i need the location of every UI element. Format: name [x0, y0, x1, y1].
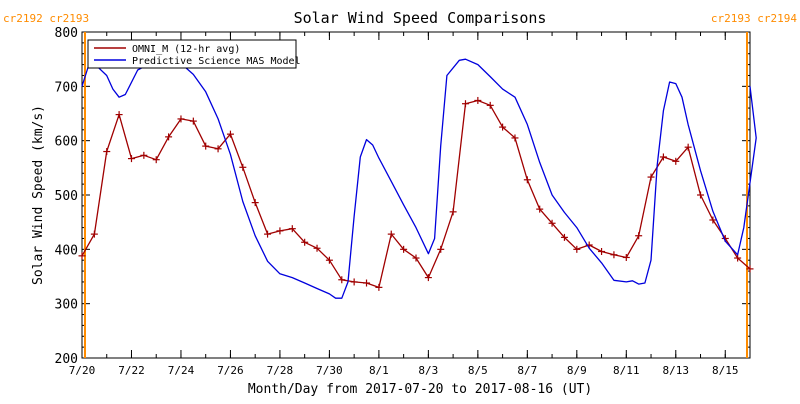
- omni-series-point: [449, 208, 457, 216]
- omni-series-point: [313, 244, 321, 252]
- omni-series-point: [276, 227, 284, 235]
- x-tick-label: 7/28: [267, 364, 294, 377]
- omni-series-point: [400, 245, 408, 253]
- rotation-marker-label: cr2192 cr2193: [3, 12, 89, 25]
- omni-series-point: [177, 115, 185, 123]
- mas-model-series-line: [81, 58, 757, 299]
- legend-label: Predictive Science MAS Model: [132, 56, 301, 67]
- omni-series-point: [325, 256, 333, 264]
- y-tick-label: 700: [55, 80, 78, 95]
- omni-series-point: [709, 216, 717, 224]
- omni-series-point: [226, 130, 234, 138]
- omni-series-point: [90, 230, 98, 238]
- omni-series-point: [103, 148, 111, 156]
- omni-series-point: [746, 265, 754, 273]
- chart-title: Solar Wind Speed Comparisons: [294, 9, 547, 27]
- x-tick-label: 7/30: [316, 364, 343, 377]
- omni-series-point: [647, 173, 655, 181]
- omni-series-point: [659, 153, 667, 161]
- omni-series-point: [152, 156, 160, 164]
- omni-series-point: [461, 100, 469, 108]
- omni-series-point: [350, 278, 358, 286]
- x-tick-label: 7/24: [168, 364, 195, 377]
- y-tick-label: 400: [55, 243, 78, 258]
- x-tick-label: 8/7: [517, 364, 537, 377]
- x-tick-label: 8/9: [567, 364, 587, 377]
- omni-series-point: [573, 245, 581, 253]
- omni-series-point: [511, 134, 519, 142]
- omni-series-point: [697, 191, 705, 199]
- omni-series-point: [214, 145, 222, 153]
- legend-label: OMNI_M (12-hr avg): [132, 44, 240, 55]
- y-tick-label: 300: [55, 298, 78, 313]
- x-tick-label: 7/26: [217, 364, 244, 377]
- omni-series-point: [412, 254, 420, 262]
- omni-series-point: [301, 238, 309, 246]
- omni-series-point: [375, 283, 383, 291]
- omni-series-point: [536, 205, 544, 213]
- omni-series-point: [734, 254, 742, 262]
- omni-series-point: [189, 117, 197, 125]
- omni-series-point: [288, 225, 296, 233]
- x-tick-label: 7/20: [69, 364, 96, 377]
- omni-series-point: [165, 133, 173, 141]
- omni-series-point: [239, 163, 247, 171]
- x-tick-label: 8/13: [663, 364, 690, 377]
- omni-series-point: [437, 245, 445, 253]
- omni-series-point: [598, 248, 606, 256]
- omni-series-point: [115, 111, 123, 119]
- x-tick-label: 8/11: [613, 364, 640, 377]
- omni-series-point: [610, 251, 618, 259]
- rotation-marker-label: cr2193 cr2194: [711, 12, 797, 25]
- x-axis-label: Month/Day from 2017-07-20 to 2017-08-16 …: [248, 382, 592, 397]
- omni-series-point: [523, 176, 531, 184]
- legend-box: [87, 39, 297, 69]
- omni-series-point: [684, 143, 692, 151]
- omni-series-point: [202, 142, 210, 150]
- omni-series-point: [486, 101, 494, 109]
- omni-series-point: [140, 151, 148, 159]
- omni-series-point: [474, 96, 482, 104]
- omni-series-point: [672, 157, 680, 165]
- omni-series-point: [387, 230, 395, 238]
- y-tick-label: 500: [55, 189, 78, 204]
- omni-series-point: [548, 219, 556, 227]
- omni-series-point: [251, 199, 259, 207]
- y-tick-label: 200: [55, 352, 78, 367]
- y-tick-label: 600: [55, 135, 78, 150]
- x-tick-label: 8/3: [418, 364, 438, 377]
- x-tick-label: 7/22: [118, 364, 145, 377]
- omni-series-point: [264, 230, 272, 238]
- x-tick-label: 8/15: [712, 364, 739, 377]
- omni-series-point: [622, 253, 630, 261]
- x-tick-label: 8/1: [369, 364, 389, 377]
- omni-series-point: [127, 155, 135, 163]
- omni-series-point: [424, 274, 432, 282]
- omni-series-point: [363, 279, 371, 287]
- plot-area: 200 300 400 500 600 700 800 7/20 7/22 7/24 7/26 7/2…: [3, 12, 797, 377]
- omni-series-point: [338, 276, 346, 284]
- y-axis-label: Solar Wind Speed (km/s): [31, 105, 46, 285]
- omni-series-point: [499, 123, 507, 131]
- y-tick-label: 800: [55, 26, 78, 41]
- omni-series-point: [78, 252, 86, 260]
- omni-series-point: [635, 232, 643, 240]
- legend: OMNI_M (12-hr avg)Predictive Science MAS…: [87, 39, 301, 69]
- x-tick-label: 8/5: [468, 364, 488, 377]
- omni-series-point: [560, 233, 568, 241]
